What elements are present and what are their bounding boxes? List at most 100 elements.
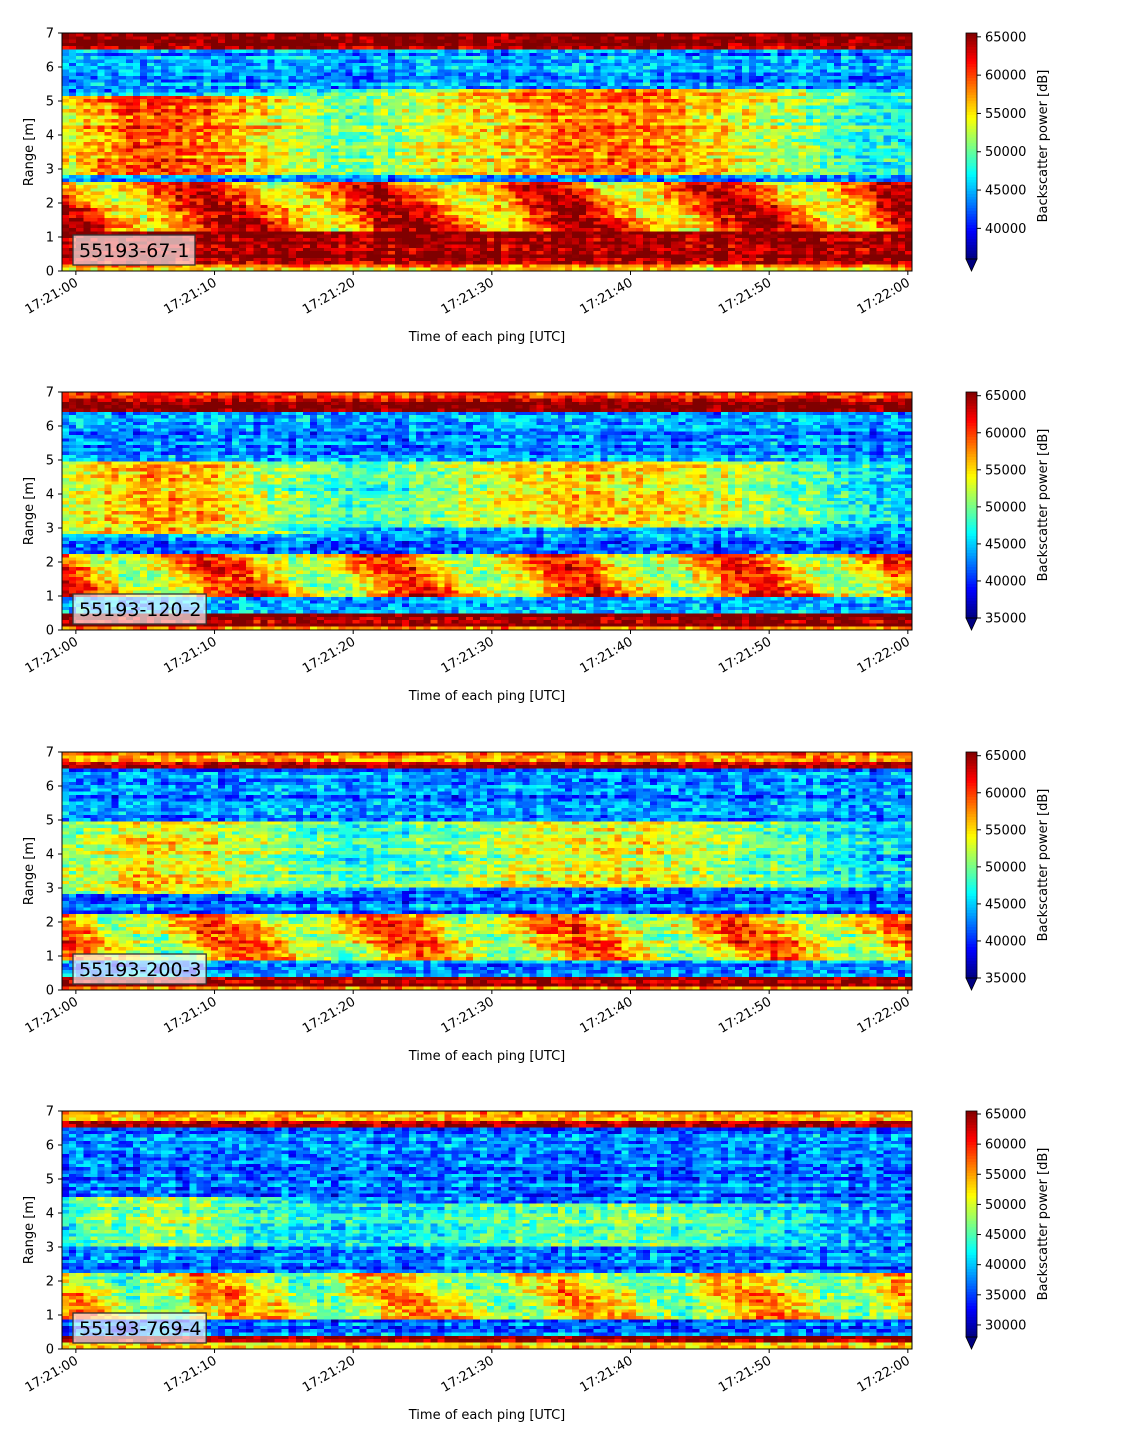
y-tick-label: 5 <box>46 814 54 829</box>
colorbar-tick-label: 30000 <box>985 1318 1026 1333</box>
x-tick-label: 17:21:30 <box>439 634 497 676</box>
y-axis-label: Range [m] <box>22 477 37 545</box>
x-axis-label: Time of each ping [UTC] <box>408 1408 566 1423</box>
x-tick-label: 17:22:00 <box>855 994 913 1036</box>
colorbar-tick-label: 40000 <box>985 1258 1026 1273</box>
y-tick-label: 2 <box>46 197 54 212</box>
colorbar-frame <box>965 32 978 260</box>
colorbar: 35000 40000 45000 50000 55000 60000 65000 Backs… <box>965 749 1051 991</box>
colorbar-tick-label: 65000 <box>985 389 1026 404</box>
colorbar-tick-label: 65000 <box>985 749 1026 764</box>
colorbar-tick-label: 55000 <box>985 107 1026 122</box>
y-tick-label: 0 <box>46 1343 54 1358</box>
y-tick-label: 1 <box>46 590 54 605</box>
y-tick-label: 6 <box>46 780 54 795</box>
y-axis: 0 1 2 3 4 5 6 7 <box>46 386 62 639</box>
x-tick-label: 17:21:10 <box>161 275 219 317</box>
y-tick-label: 1 <box>46 231 54 246</box>
colorbar: 35000 40000 45000 50000 55000 60000 65000 Backs… <box>965 389 1051 631</box>
y-tick-label: 4 <box>46 848 54 863</box>
x-axis-label: Time of each ping [UTC] <box>408 330 566 345</box>
x-axis: 17:21:00 17:21:10 17:21:20 17:21:30 17:21:40… <box>23 1349 913 1396</box>
colorbar-tick-label: 40000 <box>985 222 1026 237</box>
panel-label-box <box>72 234 196 266</box>
x-tick-label: 17:22:00 <box>855 634 913 676</box>
y-axis: 0 1 2 3 4 5 6 7 <box>46 746 62 999</box>
y-axis: 0 1 2 3 4 5 6 7 <box>46 27 62 280</box>
chart-panel-2: 0 1 2 3 4 5 6 7 Range [m] 17:21:00 17:21:10 17:21:2… <box>22 386 1051 705</box>
y-tick-label: 2 <box>46 1275 54 1290</box>
y-tick-label: 3 <box>46 522 54 537</box>
x-tick-label: 17:21:50 <box>716 1353 774 1395</box>
y-tick-label: 7 <box>46 386 54 401</box>
y-tick-label: 5 <box>46 454 54 469</box>
x-axis: 17:21:00 17:21:10 17:21:20 17:21:30 17:21:40… <box>23 271 913 318</box>
colorbar-tick-label: 35000 <box>985 1288 1026 1303</box>
colorbar-tick-label: 35000 <box>985 612 1026 627</box>
x-tick-label: 17:21:50 <box>716 994 774 1036</box>
colorbar-tick-label: 50000 <box>985 500 1026 515</box>
plot-frame <box>61 1110 913 1350</box>
x-tick-label: 17:21:20 <box>300 275 358 317</box>
x-tick-label: 17:21:10 <box>161 634 219 676</box>
y-axis-label: Range [m] <box>22 118 37 186</box>
colorbar-tick-label: 40000 <box>985 934 1026 949</box>
x-axis-label: Time of each ping [UTC] <box>408 689 566 704</box>
y-tick-label: 0 <box>46 624 54 639</box>
heatmap-cells <box>62 392 913 631</box>
y-tick-label: 6 <box>46 61 54 76</box>
x-axis: 17:21:00 17:21:10 17:21:20 17:21:30 17:21:40… <box>23 630 913 677</box>
plot-frame <box>61 391 913 631</box>
panel-label-text: 55193-200-3 <box>79 959 202 981</box>
y-tick-label: 5 <box>46 95 54 110</box>
colorbar-label: Backscatter power [dB] <box>1036 429 1051 582</box>
plot-frame <box>61 32 913 272</box>
y-tick-label: 6 <box>46 420 54 435</box>
y-tick-label: 0 <box>46 265 54 280</box>
colorbar-tick-label: 50000 <box>985 860 1026 875</box>
x-tick-label: 17:21:30 <box>439 1353 497 1395</box>
y-tick-label: 3 <box>46 1241 54 1256</box>
colorbar-extend-arrow <box>965 258 978 272</box>
y-tick-label: 4 <box>46 488 54 503</box>
colorbar-label: Backscatter power [dB] <box>1036 789 1051 942</box>
y-axis-label: Range [m] <box>22 1196 37 1264</box>
y-tick-label: 5 <box>46 1173 54 1188</box>
panel-label-box <box>72 1312 207 1344</box>
x-tick-label: 17:21:20 <box>300 1353 358 1395</box>
panel-label-box <box>72 953 207 985</box>
heatmap-cells <box>62 1111 913 1350</box>
colorbar-tick-label: 55000 <box>985 1168 1026 1183</box>
colorbar-tick-label: 60000 <box>985 69 1026 84</box>
colorbar-tick-label: 50000 <box>985 145 1026 160</box>
x-tick-label: 17:21:10 <box>161 994 219 1036</box>
y-tick-label: 1 <box>46 1309 54 1324</box>
colorbar-tick-label: 35000 <box>985 972 1026 987</box>
colorbar-tick-label: 60000 <box>985 1138 1026 1153</box>
y-tick-label: 3 <box>46 882 54 897</box>
x-tick-label: 17:21:40 <box>577 1353 635 1395</box>
y-tick-label: 2 <box>46 916 54 931</box>
panel-label: 55193-120-2 <box>72 593 207 625</box>
colorbar-tick-label: 50000 <box>985 1198 1026 1213</box>
chart-panel-3: 0 1 2 3 4 5 6 7 Range [m] 17:21:00 17:21:10 17:21:2… <box>22 746 1051 1065</box>
colorbar-tick-label: 45000 <box>985 184 1026 199</box>
colorbar-frame <box>965 391 978 619</box>
panel-label: 55193-769-4 <box>72 1312 207 1344</box>
x-tick-label: 17:21:20 <box>300 994 358 1036</box>
colorbar-tick-label: 45000 <box>985 897 1026 912</box>
x-tick-label: 17:21:30 <box>439 994 497 1036</box>
colorbar-frame <box>965 1110 978 1338</box>
colorbar-tick-label: 60000 <box>985 426 1026 441</box>
x-axis: 17:21:00 17:21:10 17:21:20 17:21:30 17:21:40… <box>23 990 913 1037</box>
colorbar-extend-arrow <box>965 977 978 991</box>
colorbar: 40000 45000 50000 55000 60000 65000 Backscatte… <box>965 30 1051 272</box>
colorbar-extend-arrow <box>965 617 978 631</box>
panel-label: 55193-200-3 <box>72 953 207 985</box>
colorbar-frame <box>965 751 978 979</box>
colorbar-tick-label: 40000 <box>985 574 1026 589</box>
x-axis-label: Time of each ping [UTC] <box>408 1049 566 1064</box>
colorbar-tick-label: 65000 <box>985 30 1026 45</box>
y-tick-label: 0 <box>46 984 54 999</box>
